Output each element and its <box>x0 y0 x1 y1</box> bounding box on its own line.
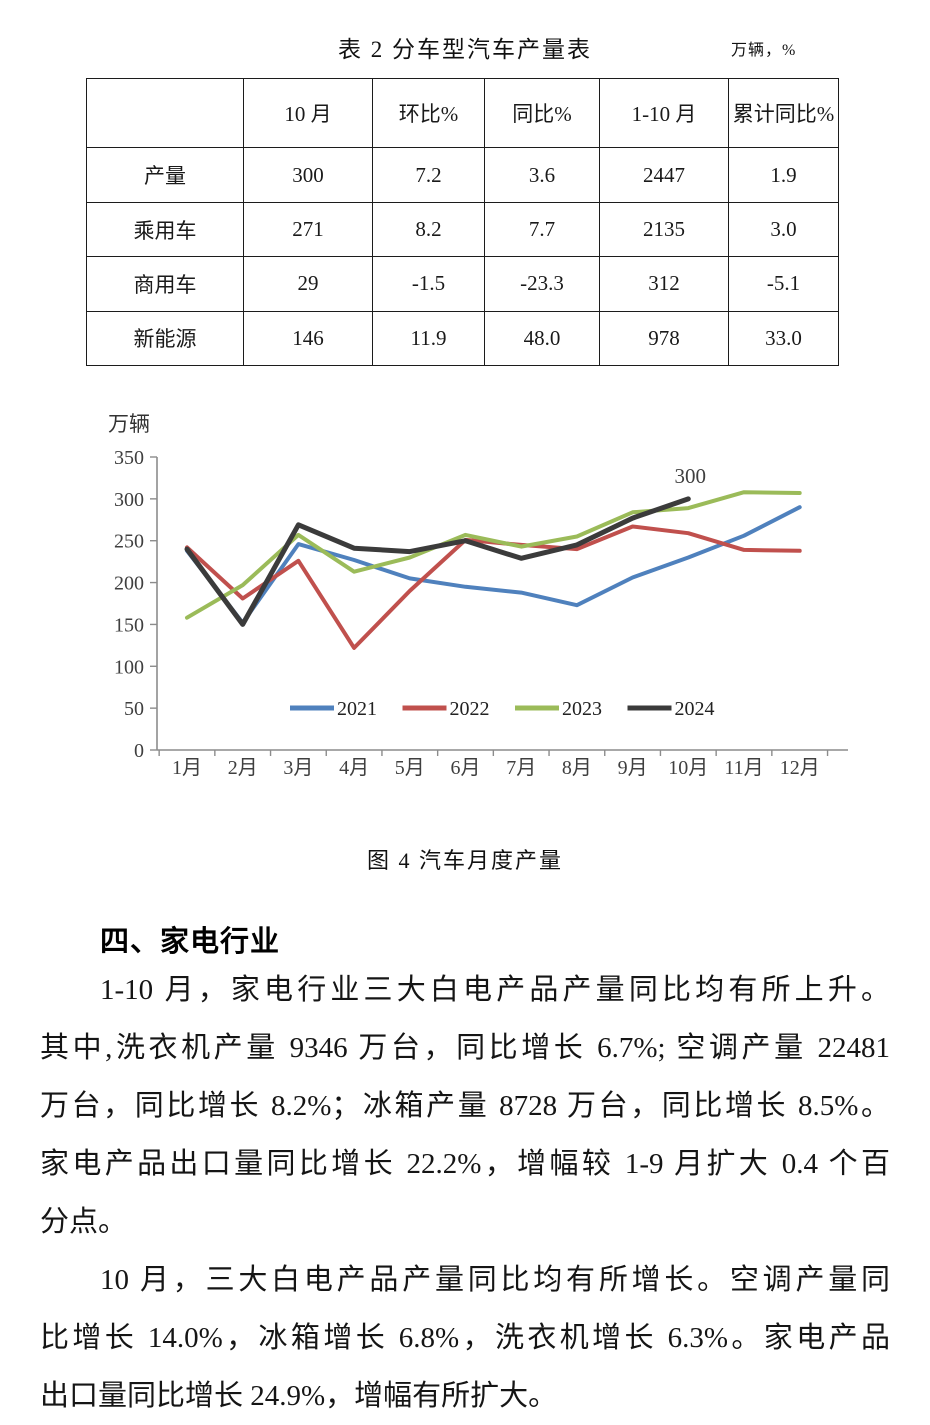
table-cell: -5.1 <box>728 256 839 312</box>
x-tick-label: 8月 <box>562 757 592 779</box>
x-tick-label: 9月 <box>618 757 648 779</box>
y-tick-label: 100 <box>114 656 144 678</box>
table-cell: 3.0 <box>728 201 839 258</box>
production-table-body: 10 月环比% 同比% 1-10 月累计同比% 产量 300 7.2 3.6 2447 1.9 乘… <box>86 77 839 367</box>
series-line-2022 <box>185 524 802 650</box>
table-cell: 2447 <box>599 147 729 203</box>
table-row: 产量 300 7.2 3.6 2447 1.9 <box>86 147 839 203</box>
x-tick-label: 5月 <box>395 757 425 779</box>
body-line: 比增长 14.0%，冰箱增长 6.8%，洗衣机增长 6.3%。家电产品 <box>40 1322 890 1354</box>
production-table: 10 月环比% 同比% 1-10 月累计同比% 产量 300 7.2 3.6 2447 1.9 乘… <box>86 77 839 367</box>
series-line-2021 <box>185 505 802 625</box>
table-cell: 48.0 <box>484 310 600 367</box>
table-header-cell: 同比% <box>484 77 600 149</box>
x-tick-label: 11月 <box>724 757 763 779</box>
table-row: 乘用车 271 8.2 7.7 2135 3.0 <box>86 201 839 258</box>
legend-label-2021: 2021 <box>337 698 377 720</box>
table-cell: 1.9 <box>728 147 839 203</box>
body-line: 分点。 <box>40 1206 128 1238</box>
x-tick-label: 3月 <box>283 757 313 779</box>
x-tick-label: 7月 <box>506 757 536 779</box>
table-cell: 11.9 <box>372 310 485 367</box>
table-header-cell: 环比% <box>372 77 485 149</box>
table-cell: -23.3 <box>484 256 600 312</box>
x-tick-label: 4月 <box>339 757 369 779</box>
table-cell: 7.7 <box>484 201 600 258</box>
row-label: 乘用车 <box>86 201 244 258</box>
x-tick-label: 2月 <box>228 757 258 779</box>
row-label: 商用车 <box>86 256 244 312</box>
y-axis-unit-label: 万辆 <box>108 412 150 436</box>
section-heading: 四、家电行业 <box>100 926 281 958</box>
table-header-blank <box>86 77 244 149</box>
y-tick-label: 50 <box>124 698 144 720</box>
y-tick-label: 300 <box>114 489 144 511</box>
y-tick-label: 0 <box>134 740 144 762</box>
body-line: 万台，同比增长 8.2%；冰箱产量 8728 万台，同比增长 8.5%。 <box>40 1090 890 1122</box>
table-cell: 3.6 <box>484 147 600 203</box>
table-cell: 146 <box>243 310 373 367</box>
body-line: 家电产品出口量同比增长 22.2%，增幅较 1-9 月扩大 0.4 个百 <box>40 1148 890 1180</box>
table-cell: 2135 <box>599 201 729 258</box>
table-header-cell: 1-10 月 <box>599 77 729 149</box>
chart-svg: 万辆 0 50 100 150 200 250 300 350 1月 2月 3月 4月 5月 6月 7月 8月 9… <box>108 412 848 779</box>
row-label: 新能源 <box>86 310 244 367</box>
table-cell: 7.2 <box>372 147 485 203</box>
figure-caption: 图 4 汽车月度产量 <box>366 848 563 873</box>
table-cell: 312 <box>599 256 729 312</box>
body-line: 1-10 月，家电行业三大白电产品产量同比均有所上升。 <box>100 974 890 1006</box>
table-cell: 271 <box>243 201 373 258</box>
table-header-row: 10 月环比% 同比% 1-10 月累计同比% <box>86 77 839 149</box>
y-tick-label: 150 <box>114 614 144 636</box>
legend-label-2024: 2024 <box>675 698 715 720</box>
table-cell: 29 <box>243 256 373 312</box>
x-tick-label: 6月 <box>451 757 481 779</box>
table-cell: 300 <box>243 147 373 203</box>
row-label: 产量 <box>86 147 244 203</box>
table-row: 新能源 146 11.9 48.0 978 33.0 <box>86 310 839 367</box>
table-cell: 33.0 <box>728 310 839 367</box>
table-header-cell: 累计同比% <box>728 77 839 149</box>
table-header-cell: 10 月 <box>243 77 373 149</box>
series-line-2024 <box>184 496 691 627</box>
monthly-production-chart: 万辆 0 50 100 150 200 250 300 350 1月 2月 3月 4月 5月 6月 7月 8月 9… <box>95 405 855 785</box>
data-point-annotation: 300 <box>675 464 707 488</box>
table-unit-note: 万辆，% <box>731 42 797 59</box>
body-line: 其中,洗衣机产量 9346 万台，同比增长 6.7%; 空调产量 22481 <box>40 1032 890 1064</box>
table-title: 表 2 分车型汽车产量表 <box>338 37 592 62</box>
table-cell: 8.2 <box>372 201 485 258</box>
body-text: 1-10 月，家电行业三大白电产品产量同比均有所上升。其中,洗衣机产量 9346… <box>40 961 890 1425</box>
legend-label-2023: 2023 <box>562 698 602 720</box>
table-row: 商用车 29 -1.5 -23.3 312 -5.1 <box>86 256 839 312</box>
table-cell: -1.5 <box>372 256 485 312</box>
y-tick-label: 350 <box>114 447 144 469</box>
legend-label-2022: 2022 <box>450 698 490 720</box>
table-cell: 978 <box>599 310 729 367</box>
x-tick-label: 1月 <box>172 757 202 779</box>
body-line: 10 月，三大白电产品产量同比均有所增长。空调产量同 <box>100 1264 890 1296</box>
y-tick-label: 250 <box>114 531 144 553</box>
x-tick-label: 10月 <box>668 757 708 779</box>
x-tick-label: 12月 <box>780 757 820 779</box>
y-tick-label: 200 <box>114 573 144 595</box>
body-line: 出口量同比增长 24.9%，增幅有所扩大。 <box>40 1380 558 1412</box>
